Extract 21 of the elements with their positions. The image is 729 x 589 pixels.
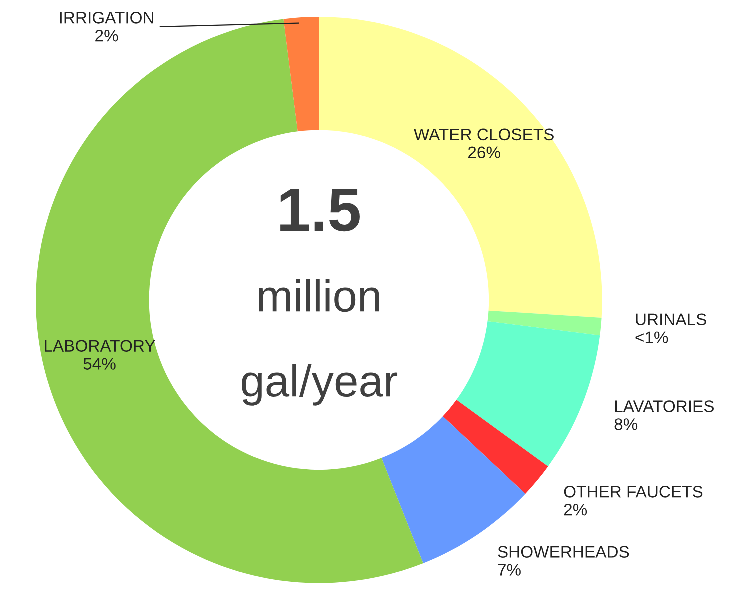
data-label: 26%	[468, 146, 500, 159]
text: 1.5	[280, 188, 360, 232]
data-label: 8%	[614, 418, 638, 430]
slice-label: URINALS	[636, 314, 706, 326]
slice-label: IRRIGATION	[60, 12, 154, 24]
data-label: <1%	[636, 332, 668, 344]
text: gal/year	[242, 364, 398, 406]
donut-slice	[443, 400, 548, 494]
donut-slice	[284, 16, 320, 132]
donut-slice	[456, 321, 600, 467]
slice-label: SHOWERHEADS	[498, 546, 630, 558]
text: million	[259, 279, 380, 312]
slice-label: WATER CLOSETS	[414, 128, 554, 141]
slice-label: LABORATORY	[45, 340, 156, 352]
data-label: 54%	[84, 358, 116, 370]
donut-slice	[488, 310, 602, 336]
slice-label: OTHER FAUCETS	[564, 486, 703, 498]
data-label: 2%	[564, 504, 588, 516]
data-label: 7%	[498, 564, 521, 576]
data-label: 2%	[96, 30, 118, 42]
slice-label: LAVATORIES	[615, 400, 714, 412]
